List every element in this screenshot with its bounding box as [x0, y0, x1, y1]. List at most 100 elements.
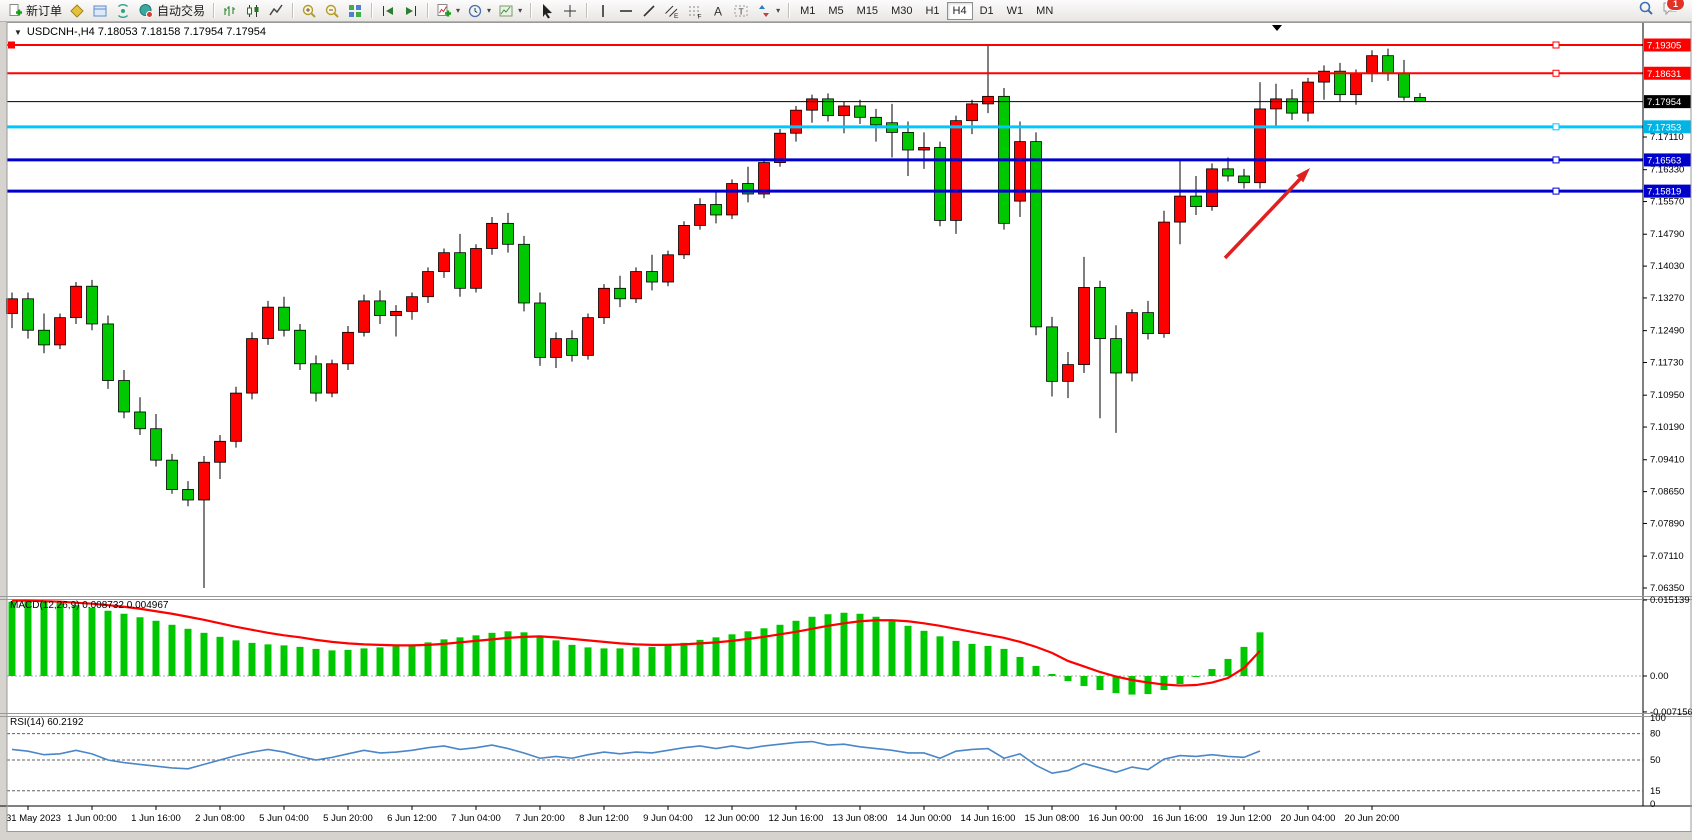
macd-bar — [904, 625, 912, 676]
svg-text:7.14790: 7.14790 — [1650, 229, 1684, 240]
macd-bar — [248, 642, 256, 676]
macd-bar — [1192, 676, 1200, 678]
line-handle[interactable] — [1552, 123, 1560, 131]
horizontal-line-button[interactable] — [615, 1, 637, 21]
market-watch-button[interactable] — [89, 1, 111, 21]
candle — [1062, 364, 1074, 382]
candle — [326, 363, 338, 394]
arrows-button[interactable]: ▾ — [753, 1, 783, 21]
macd-bar — [472, 635, 480, 676]
candle — [294, 329, 306, 365]
autotrading-label: 自动交易 — [157, 4, 206, 18]
trendline-button[interactable] — [638, 1, 660, 21]
templates-button[interactable]: ▾ — [495, 1, 525, 21]
candle — [406, 296, 418, 312]
macd-bar — [216, 636, 224, 676]
indicators-icon — [437, 3, 452, 16]
chat-button[interactable]: 1 — [1662, 0, 1685, 21]
candle — [1206, 168, 1218, 207]
crosshair-button[interactable] — [559, 1, 581, 21]
macd-bar — [104, 610, 112, 676]
symbol-dropdown-icon[interactable]: ▼ — [14, 27, 22, 37]
cursor-button[interactable] — [536, 1, 558, 21]
macd-bar — [536, 635, 544, 676]
zoom-in-button[interactable] — [298, 1, 320, 21]
candlestick-chart-button[interactable] — [242, 1, 264, 21]
timeframe-mn[interactable]: MN — [1036, 4, 1054, 17]
macd-bar — [1112, 676, 1120, 694]
text-button[interactable]: A — [707, 1, 729, 21]
indicators-dropdown-icon[interactable]: ▾ — [456, 6, 461, 15]
candle — [534, 302, 546, 358]
candle — [182, 489, 194, 501]
timeframe-m1[interactable]: M1 — [800, 4, 816, 17]
macd-bar — [968, 643, 976, 676]
new-order-label: 新订单 — [26, 4, 63, 18]
candle — [870, 116, 882, 126]
chart-shift-button[interactable] — [400, 1, 422, 21]
auto-scroll-button[interactable] — [377, 1, 399, 21]
line-handle[interactable] — [1552, 69, 1560, 77]
zoom-out-button[interactable] — [321, 1, 343, 21]
search-button[interactable] — [1638, 0, 1654, 21]
chart-window-border — [6, 22, 1692, 832]
indicators-button[interactable]: ▾ — [433, 1, 463, 21]
templates-dropdown-icon[interactable]: ▾ — [518, 6, 523, 15]
equidistant-channel-button[interactable]: E — [661, 1, 683, 21]
macd-bar — [664, 645, 672, 676]
macd-bar — [600, 648, 608, 676]
chart-shift-marker[interactable] — [1272, 25, 1282, 31]
macd-bar — [632, 647, 640, 676]
autotrading-button[interactable]: 自动交易 — [135, 1, 208, 21]
tile-windows-button[interactable] — [344, 1, 366, 21]
timeframe-h4[interactable]: H4 — [946, 1, 973, 20]
text-label-button[interactable]: T — [730, 1, 752, 21]
macd-bar — [520, 632, 528, 676]
timeframe-w1[interactable]: W1 — [1006, 4, 1024, 17]
candle — [1270, 98, 1282, 110]
line-chart-icon — [269, 4, 283, 15]
macd-bar — [8, 601, 16, 676]
candle — [470, 248, 482, 289]
fibonacci-button[interactable]: F — [684, 1, 706, 21]
macd-bar — [936, 636, 944, 676]
macd-bar — [168, 624, 176, 676]
arrows-dropdown-icon[interactable]: ▾ — [776, 6, 781, 15]
timeframe-d1[interactable]: D1 — [979, 4, 994, 17]
line-handle[interactable] — [1552, 41, 1560, 49]
vertical-line-button[interactable] — [592, 1, 614, 21]
periods-dropdown-icon[interactable]: ▾ — [487, 6, 492, 15]
svg-text:15 Jun 08:00: 15 Jun 08:00 — [1025, 813, 1080, 824]
new-order-button[interactable]: 新订单 — [4, 1, 65, 21]
candle — [1094, 287, 1106, 340]
svg-text:7.09410: 7.09410 — [1650, 455, 1684, 466]
line-handle[interactable] — [1552, 156, 1560, 164]
chart-profile-button[interactable] — [66, 1, 88, 21]
signals-button[interactable] — [112, 1, 134, 21]
timeframe-m15[interactable]: M15 — [856, 4, 879, 17]
line-handle[interactable] — [1552, 187, 1560, 195]
svg-text:7.17954: 7.17954 — [1647, 97, 1681, 108]
arrow-annotation[interactable] — [1223, 168, 1310, 260]
periods-button[interactable]: ▾ — [464, 1, 494, 21]
candle — [646, 271, 658, 283]
arrows-icon — [759, 4, 770, 17]
svg-text:7.12490: 7.12490 — [1650, 326, 1684, 337]
candle — [838, 105, 850, 117]
timeframe-m30[interactable]: M30 — [891, 4, 913, 17]
macd-bar — [1000, 648, 1008, 676]
line-chart-button[interactable] — [265, 1, 287, 21]
candle — [150, 428, 162, 461]
bar-chart-button[interactable] — [219, 1, 241, 21]
candle — [390, 310, 402, 316]
svg-text:7.15570: 7.15570 — [1650, 197, 1684, 208]
timeframe-m5[interactable]: M5 — [828, 4, 844, 17]
toolbar-separator — [788, 3, 790, 18]
timeframe-h1[interactable]: H1 — [925, 4, 940, 17]
svg-text:1 Jun 16:00: 1 Jun 16:00 — [131, 813, 181, 824]
rsi-indicator-label: RSI(14) 60.2192 — [10, 717, 84, 728]
line-handle[interactable] — [8, 41, 15, 49]
svg-text:A: A — [714, 4, 722, 18]
candle — [102, 323, 114, 381]
candle — [6, 298, 18, 314]
